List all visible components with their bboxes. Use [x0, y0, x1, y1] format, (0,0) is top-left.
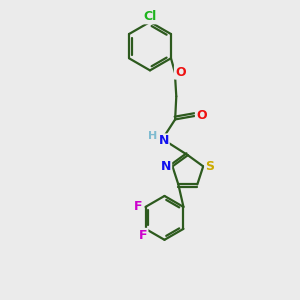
Text: H: H	[148, 131, 158, 141]
Text: N: N	[161, 160, 171, 173]
Text: O: O	[196, 110, 206, 122]
Text: O: O	[175, 66, 185, 79]
Text: S: S	[205, 160, 214, 173]
Text: F: F	[134, 200, 142, 213]
Text: N: N	[158, 134, 169, 147]
Text: Cl: Cl	[143, 10, 157, 23]
Text: F: F	[139, 229, 147, 242]
